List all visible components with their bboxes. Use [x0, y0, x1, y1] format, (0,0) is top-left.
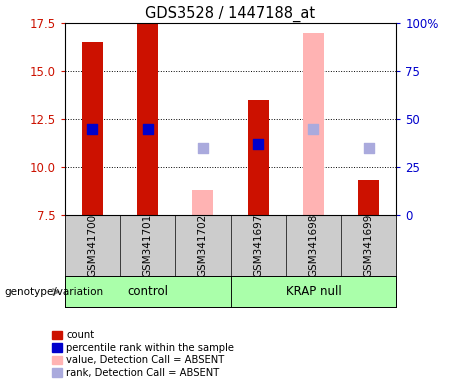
Text: GSM341702: GSM341702	[198, 214, 208, 277]
Bar	[65, 276, 230, 307]
Bar	[137, 23, 158, 215]
Bar	[230, 276, 396, 307]
Point	[199, 145, 207, 151]
Legend: count, percentile rank within the sample, value, Detection Call = ABSENT, rank, : count, percentile rank within the sample…	[51, 329, 235, 379]
Title: GDS3528 / 1447188_at: GDS3528 / 1447188_at	[145, 5, 316, 22]
Text: KRAP null: KRAP null	[286, 285, 341, 298]
Bar	[248, 100, 269, 215]
Bar	[303, 33, 324, 215]
Bar	[82, 42, 103, 215]
Text: GSM341698: GSM341698	[308, 214, 319, 278]
Text: GSM341700: GSM341700	[87, 214, 97, 277]
Point	[144, 126, 151, 132]
Point	[89, 126, 96, 132]
Text: GSM341699: GSM341699	[364, 214, 374, 278]
Text: GSM341697: GSM341697	[253, 214, 263, 278]
Point	[254, 141, 262, 147]
Text: GSM341701: GSM341701	[142, 214, 153, 277]
Bar	[358, 180, 379, 215]
Point	[365, 145, 372, 151]
Text: control: control	[127, 285, 168, 298]
Text: genotype/variation: genotype/variation	[5, 287, 104, 297]
Point	[310, 126, 317, 132]
Bar	[192, 190, 213, 215]
